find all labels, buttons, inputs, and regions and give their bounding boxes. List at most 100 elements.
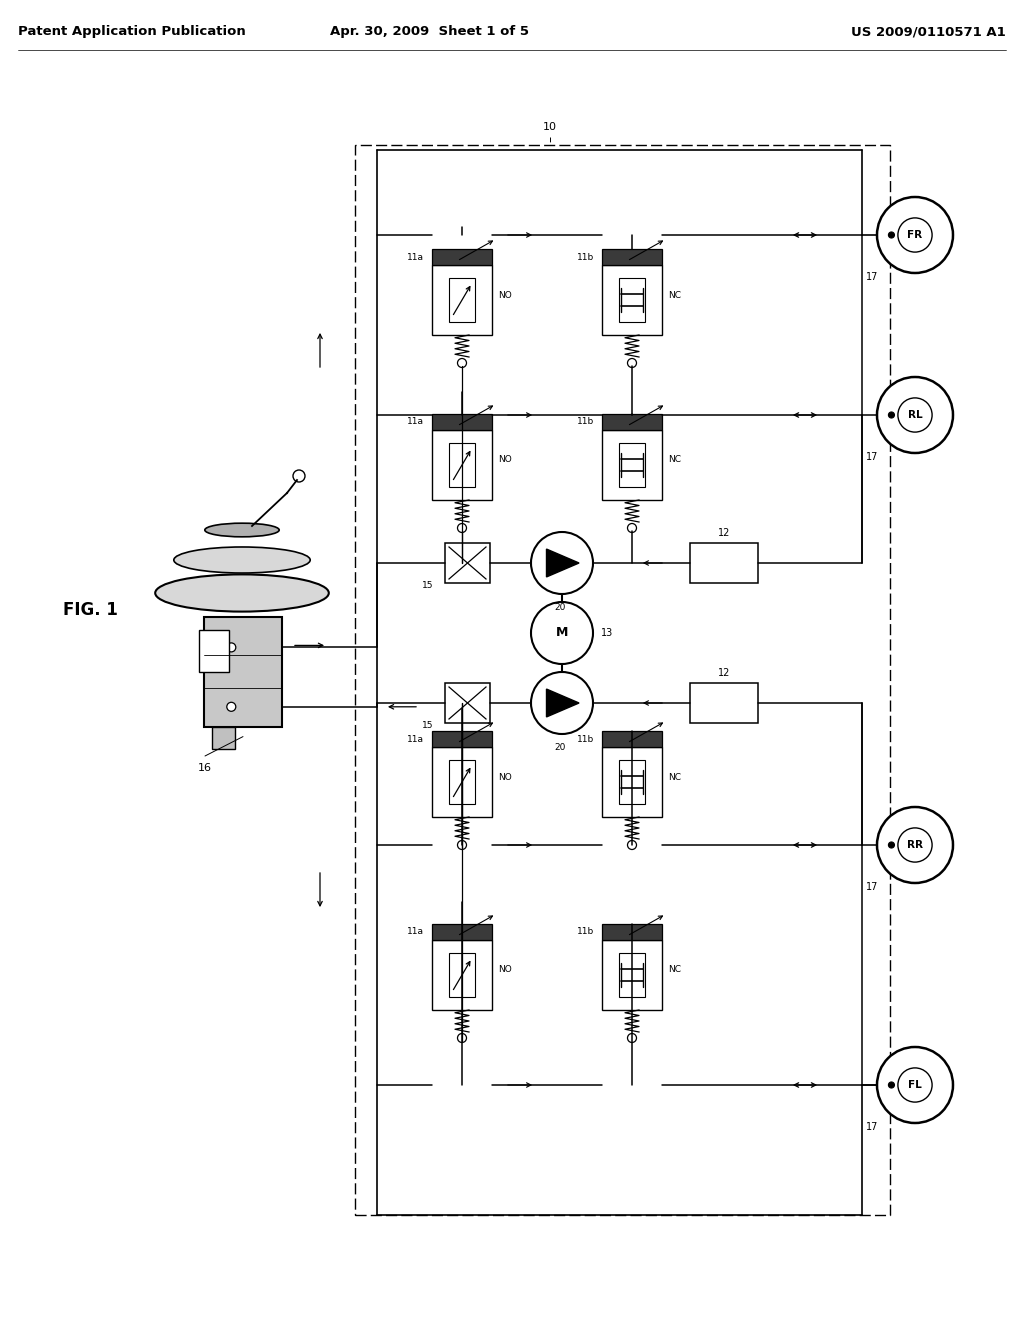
Text: M: M bbox=[556, 627, 568, 639]
Circle shape bbox=[458, 841, 467, 850]
Bar bbox=[602, 731, 662, 747]
Bar bbox=[602, 430, 662, 500]
Circle shape bbox=[889, 412, 895, 418]
Text: US 2009/0110571 A1: US 2009/0110571 A1 bbox=[851, 25, 1006, 38]
Bar bbox=[204, 616, 282, 726]
Bar bbox=[602, 924, 662, 940]
Polygon shape bbox=[547, 549, 579, 577]
Bar bbox=[449, 953, 475, 997]
Text: NC: NC bbox=[668, 455, 681, 465]
Bar bbox=[432, 731, 492, 747]
Circle shape bbox=[889, 1082, 895, 1088]
Text: 20: 20 bbox=[554, 743, 565, 752]
Circle shape bbox=[628, 359, 637, 367]
Bar bbox=[618, 953, 645, 997]
Text: 11a: 11a bbox=[407, 928, 424, 936]
Bar bbox=[618, 444, 645, 487]
Text: NO: NO bbox=[498, 965, 512, 974]
Bar bbox=[432, 430, 492, 500]
Text: P: P bbox=[557, 697, 566, 710]
Circle shape bbox=[628, 841, 637, 850]
Text: 12: 12 bbox=[718, 668, 730, 678]
Circle shape bbox=[877, 197, 953, 273]
Circle shape bbox=[877, 1047, 953, 1123]
Text: 17: 17 bbox=[866, 882, 879, 892]
Bar bbox=[618, 760, 645, 804]
Text: 11b: 11b bbox=[577, 734, 594, 743]
Text: 15: 15 bbox=[422, 721, 433, 730]
Text: NO: NO bbox=[498, 455, 512, 465]
Text: Apr. 30, 2009  Sheet 1 of 5: Apr. 30, 2009 Sheet 1 of 5 bbox=[331, 25, 529, 38]
Bar bbox=[602, 265, 662, 335]
Text: 11a: 11a bbox=[407, 734, 424, 743]
Bar bbox=[449, 279, 475, 322]
Bar bbox=[449, 444, 475, 487]
Bar bbox=[432, 249, 492, 265]
Bar bbox=[432, 414, 492, 430]
Text: 20: 20 bbox=[554, 603, 565, 612]
Bar bbox=[355, 145, 890, 1214]
Circle shape bbox=[226, 702, 236, 711]
Circle shape bbox=[531, 672, 593, 734]
Ellipse shape bbox=[205, 523, 280, 537]
Text: FR: FR bbox=[907, 230, 923, 240]
Text: P: P bbox=[557, 557, 566, 569]
Bar bbox=[212, 726, 236, 748]
Text: RL: RL bbox=[907, 411, 923, 420]
Bar bbox=[199, 630, 229, 672]
Circle shape bbox=[898, 828, 932, 862]
Text: 17: 17 bbox=[866, 1122, 879, 1133]
Text: NO: NO bbox=[498, 772, 512, 781]
Bar bbox=[445, 682, 490, 723]
Bar bbox=[432, 940, 492, 1010]
Bar bbox=[602, 414, 662, 430]
Text: 17: 17 bbox=[866, 272, 879, 282]
Ellipse shape bbox=[174, 546, 310, 573]
Circle shape bbox=[458, 1034, 467, 1043]
Text: 16: 16 bbox=[198, 763, 212, 774]
Text: 11b: 11b bbox=[577, 252, 594, 261]
Bar bbox=[432, 924, 492, 940]
Bar bbox=[449, 760, 475, 804]
Ellipse shape bbox=[156, 574, 329, 611]
Circle shape bbox=[898, 218, 932, 252]
Bar bbox=[690, 543, 758, 583]
Bar bbox=[690, 682, 758, 723]
Circle shape bbox=[531, 602, 593, 664]
Bar bbox=[432, 747, 492, 817]
Text: RR: RR bbox=[907, 840, 923, 850]
Circle shape bbox=[226, 643, 236, 652]
Text: 11a: 11a bbox=[407, 417, 424, 426]
Circle shape bbox=[628, 524, 637, 532]
Circle shape bbox=[877, 378, 953, 453]
Bar bbox=[432, 265, 492, 335]
Text: 17: 17 bbox=[866, 451, 879, 462]
Polygon shape bbox=[547, 689, 579, 717]
Text: NC: NC bbox=[668, 965, 681, 974]
Text: NO: NO bbox=[498, 290, 512, 300]
Text: 11b: 11b bbox=[577, 928, 594, 936]
Text: 13: 13 bbox=[601, 628, 613, 638]
Text: 11b: 11b bbox=[577, 417, 594, 426]
Circle shape bbox=[898, 397, 932, 432]
Bar bbox=[602, 940, 662, 1010]
Bar bbox=[602, 249, 662, 265]
Circle shape bbox=[889, 842, 895, 847]
Text: 12: 12 bbox=[718, 528, 730, 539]
Text: 10: 10 bbox=[543, 121, 557, 132]
Text: NC: NC bbox=[668, 772, 681, 781]
Circle shape bbox=[628, 1034, 637, 1043]
Circle shape bbox=[458, 359, 467, 367]
Circle shape bbox=[293, 470, 305, 482]
Bar bbox=[602, 747, 662, 817]
Circle shape bbox=[889, 232, 895, 238]
Circle shape bbox=[531, 532, 593, 594]
Circle shape bbox=[898, 1068, 932, 1102]
Text: NC: NC bbox=[668, 290, 681, 300]
Circle shape bbox=[877, 807, 953, 883]
Circle shape bbox=[458, 524, 467, 532]
Bar bbox=[618, 279, 645, 322]
Text: FL: FL bbox=[908, 1080, 922, 1090]
Text: 15: 15 bbox=[422, 581, 433, 590]
Text: FIG. 1: FIG. 1 bbox=[62, 601, 118, 619]
